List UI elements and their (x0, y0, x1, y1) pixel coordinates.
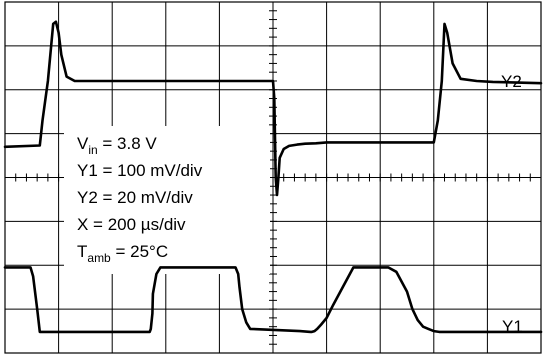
trace-y2 (3, 20, 543, 197)
series-labels: Y1 Y2 (501, 72, 523, 336)
series-label-y2: Y2 (501, 72, 522, 91)
annotation-box (64, 126, 270, 274)
annotation-line: Y1 = 100 mV/div (77, 161, 203, 180)
annotation-line: Y2 = 20 mV/div (77, 188, 193, 207)
settings-annotations: Vin = 3.8 V Y1 = 100 mV/div Y2 = 20 mV/div… (77, 134, 203, 265)
annotation-line: X = 200 µs/div (77, 215, 186, 234)
traces (3, 20, 543, 334)
series-label-y1: Y1 (502, 317, 523, 336)
annotation-line: Vin = 3.8 V (77, 134, 157, 157)
annotation-line: Tamb = 25°C (77, 242, 168, 265)
trace-y1 (3, 266, 543, 334)
